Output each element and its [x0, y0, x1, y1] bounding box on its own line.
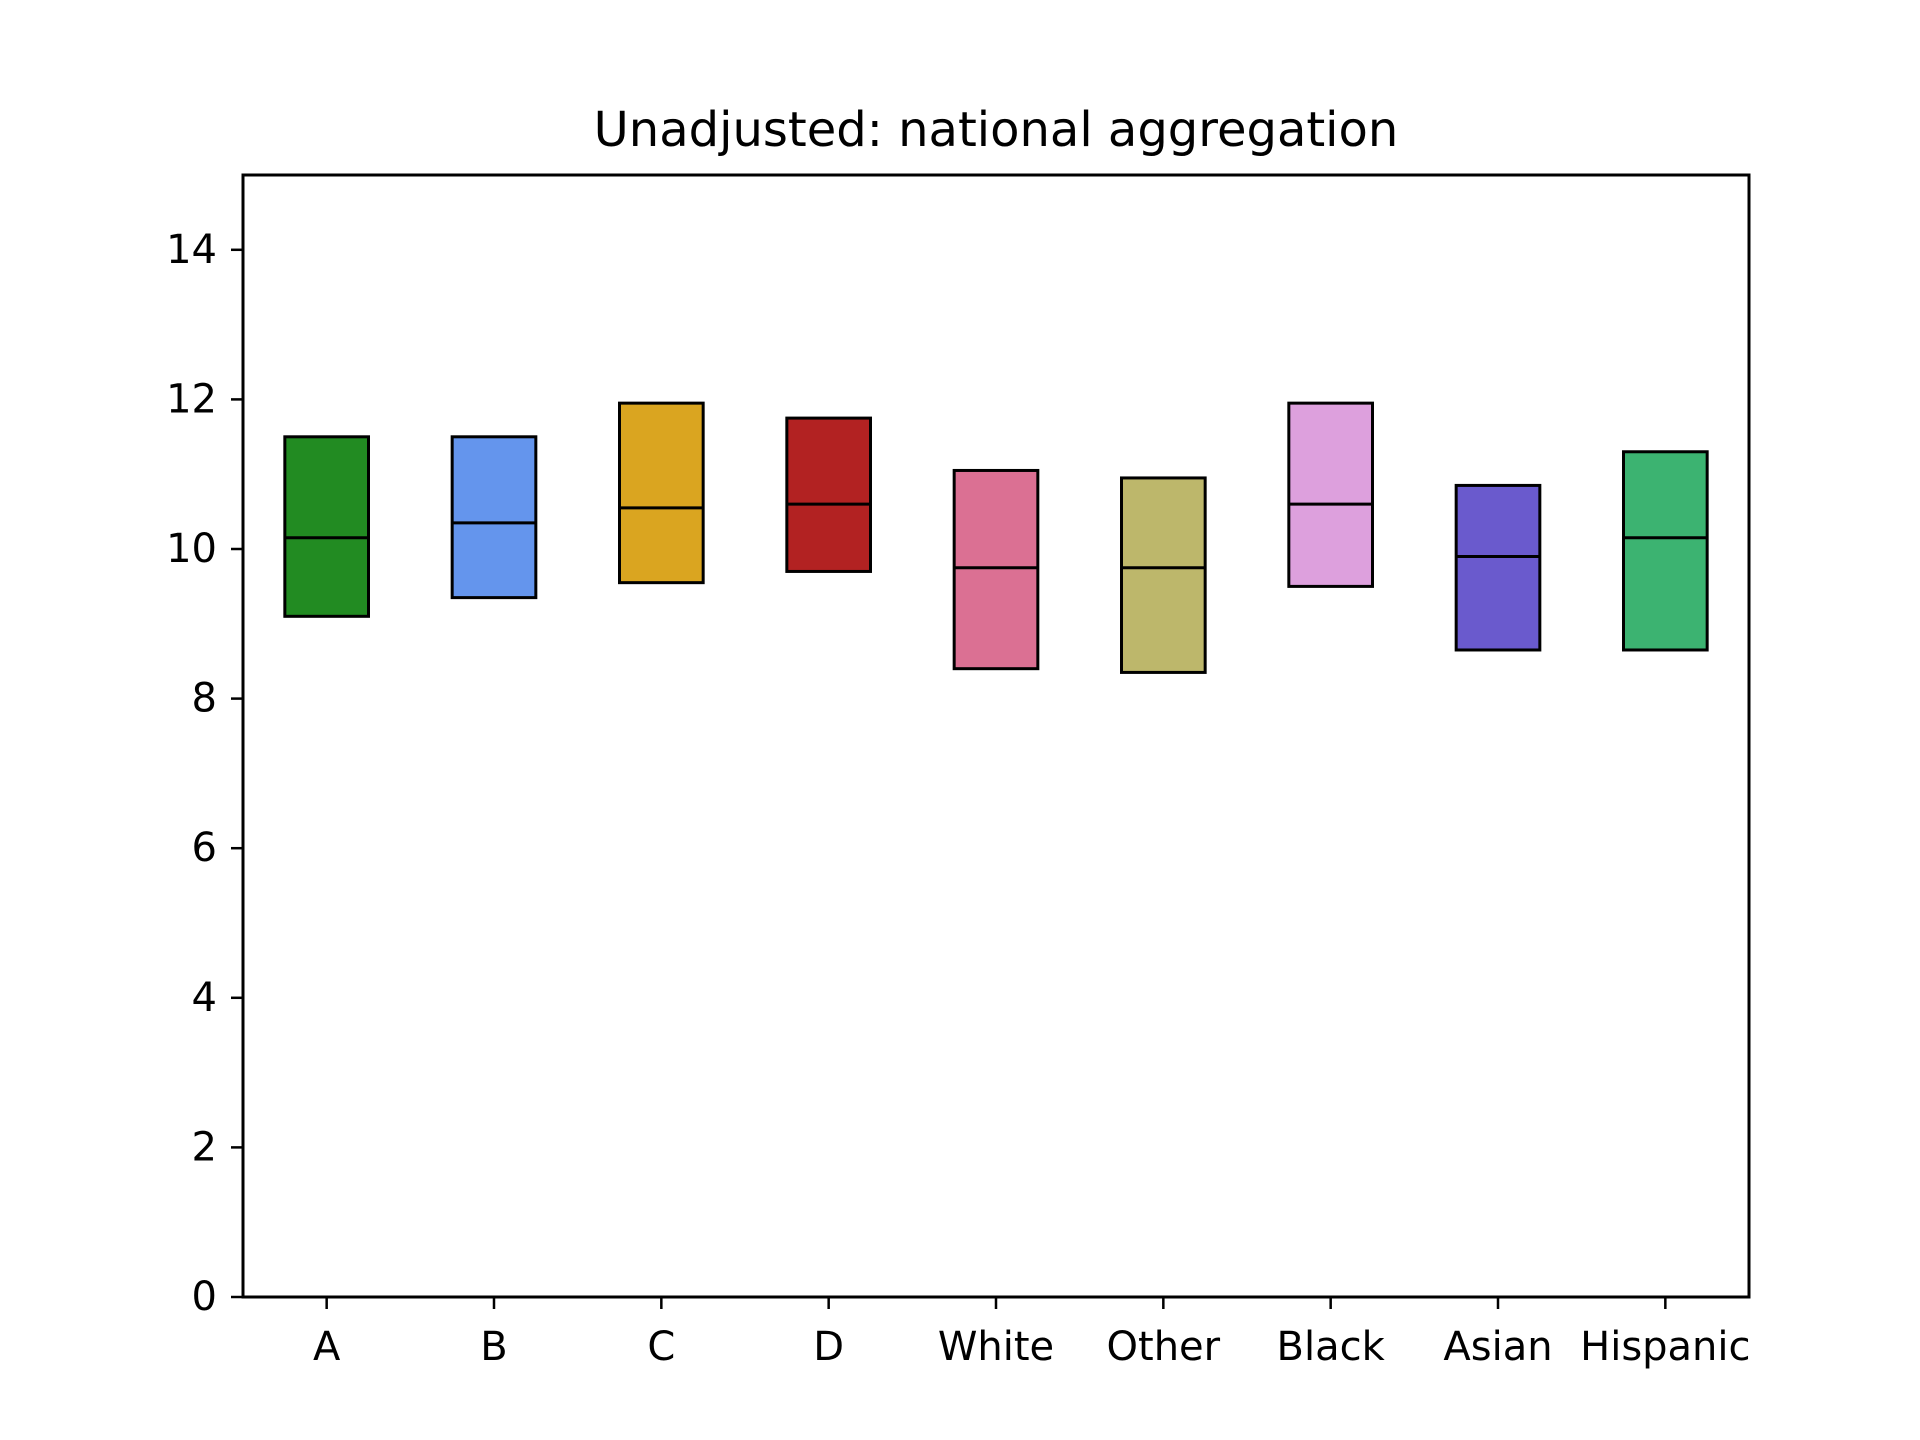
box-body-hispanic — [1622, 450, 1709, 652]
box-b — [450, 435, 538, 600]
box-other — [1120, 476, 1207, 674]
y-tick-label: 0 — [192, 1274, 217, 1320]
x-tick-label: B — [480, 1324, 507, 1370]
y-tick-label: 10 — [166, 526, 217, 572]
plot-frame — [241, 173, 1751, 1299]
y-tick-label: 6 — [192, 825, 217, 871]
box-body-other — [1120, 476, 1207, 674]
chart-title: Unadjusted: national aggregation — [594, 102, 1399, 158]
box-body-black — [1287, 401, 1375, 588]
x-tick-label: Hispanic — [1580, 1324, 1750, 1370]
box-body-a — [283, 435, 371, 618]
box-asian — [1454, 483, 1542, 652]
box-body-asian — [1454, 483, 1542, 652]
box-body-d — [785, 416, 872, 573]
x-tick-label: Black — [1277, 1324, 1386, 1370]
x-axis: A B C D White Other Black Asian Hispanic — [313, 1297, 1751, 1370]
y-tick-label: 2 — [192, 1124, 217, 1170]
box-body-white — [952, 468, 1040, 671]
x-tick-label: C — [647, 1324, 675, 1370]
x-tick-label: Other — [1107, 1324, 1221, 1370]
y-tick-label: 12 — [166, 376, 217, 422]
x-tick-label: D — [813, 1324, 844, 1370]
x-tick-label: A — [313, 1324, 341, 1370]
x-tick-label: Asian — [1443, 1324, 1552, 1370]
y-axis: 0 2 4 6 8 10 12 14 — [166, 227, 243, 1320]
box-body-b — [450, 435, 538, 600]
y-tick-label: 14 — [166, 227, 217, 273]
x-tick-label: White — [938, 1324, 1054, 1370]
box-body-c — [618, 401, 705, 585]
box-white — [952, 468, 1040, 671]
box-c — [618, 401, 705, 585]
box-a — [283, 435, 371, 618]
box-black — [1287, 401, 1375, 588]
y-tick-label: 4 — [192, 975, 217, 1021]
boxes-layer — [283, 401, 1709, 674]
y-tick-label: 8 — [192, 676, 217, 722]
box-d — [785, 416, 872, 573]
box-hispanic — [1622, 450, 1709, 652]
